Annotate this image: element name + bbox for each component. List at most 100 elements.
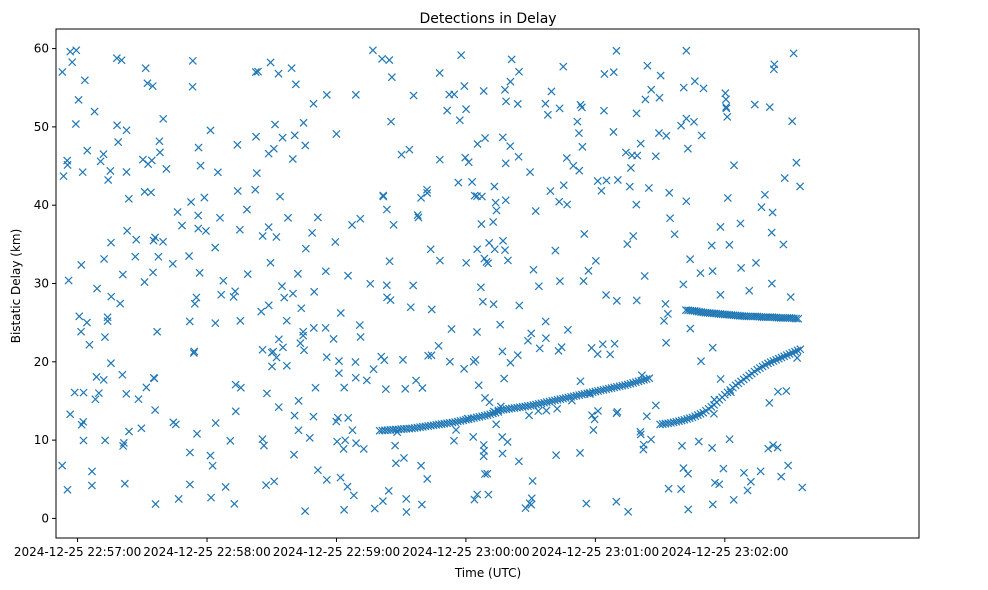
scatter-point xyxy=(507,55,516,64)
scatter-point xyxy=(301,507,310,516)
scatter-point xyxy=(226,436,235,445)
scatter-point xyxy=(575,166,584,175)
scatter-point xyxy=(391,459,400,468)
scatter-point xyxy=(476,283,485,292)
scatter-point xyxy=(679,280,688,289)
y-tick-label: 40 xyxy=(34,198,49,212)
scatter-point xyxy=(479,86,488,96)
scatter-point xyxy=(80,76,89,85)
scatter-point xyxy=(534,406,543,416)
scatter-point xyxy=(639,440,648,449)
scatter-point xyxy=(423,188,432,198)
scatter-point xyxy=(185,317,194,326)
scatter-point xyxy=(103,313,112,322)
x-tick-label: 2024-12-25 23:00:00 xyxy=(402,545,529,559)
x-tick-label: 2024-12-25 23:01:00 xyxy=(532,545,659,559)
scatter-point xyxy=(435,68,444,78)
scatter-point xyxy=(590,415,599,424)
scatter-point xyxy=(282,316,291,325)
scatter-point xyxy=(132,235,141,244)
scatter-point xyxy=(87,481,96,490)
scatter-point xyxy=(484,490,493,499)
scatter-point xyxy=(406,303,415,312)
scatter-point xyxy=(535,344,544,353)
scatter-point xyxy=(272,232,281,241)
scatter-point xyxy=(609,127,618,136)
scatter-point xyxy=(251,68,260,77)
scatter-point xyxy=(490,182,499,191)
scatter-point xyxy=(602,176,611,185)
scatter-point xyxy=(274,403,283,412)
scatter-point xyxy=(267,362,277,371)
scatter-point xyxy=(278,343,287,352)
scatter-point xyxy=(122,167,131,176)
scatter-point xyxy=(514,67,524,76)
scatter-point xyxy=(578,142,587,151)
scatter-point xyxy=(90,107,99,116)
scatter-point xyxy=(745,286,754,295)
scatter-point xyxy=(113,121,122,130)
track-point xyxy=(680,415,689,424)
scatter-point xyxy=(470,191,479,200)
scatter-point xyxy=(192,429,202,438)
y-tick-label: 10 xyxy=(34,433,49,447)
scatter-point xyxy=(764,444,773,453)
x-tick-label: 2024-12-25 22:57:00 xyxy=(14,545,141,559)
scatter-point xyxy=(217,290,226,299)
scatter-point xyxy=(343,271,353,280)
scatter-point xyxy=(716,374,725,384)
x-tick-label: 2024-12-25 23:02:00 xyxy=(661,545,788,559)
scatter-point xyxy=(341,436,350,445)
y-tick-label: 30 xyxy=(34,277,49,291)
scatter-point xyxy=(472,327,482,337)
track-point xyxy=(693,411,702,420)
scatter-point xyxy=(651,401,660,410)
scatter-point xyxy=(746,477,755,486)
scatter-point xyxy=(280,293,289,302)
scatter-point xyxy=(103,317,112,326)
scatter-point xyxy=(301,244,310,253)
scatter-point xyxy=(472,192,482,201)
scatter-point xyxy=(243,270,252,279)
scatter-point xyxy=(689,117,698,126)
scatter-point xyxy=(559,62,568,71)
scatter-point xyxy=(299,327,308,336)
scatter-point xyxy=(739,468,748,477)
scatter-point xyxy=(359,444,368,453)
scatter-point xyxy=(99,375,108,384)
scatter-point xyxy=(96,157,105,166)
scatter-point xyxy=(385,56,394,65)
scatter-point xyxy=(370,504,379,513)
scatter-point xyxy=(613,175,622,184)
scatter-point xyxy=(116,299,125,308)
scatter-point xyxy=(723,112,732,121)
scatter-point xyxy=(457,51,466,60)
scatter-point xyxy=(185,480,194,489)
scatter-point xyxy=(391,441,400,450)
scatter-point xyxy=(70,388,79,397)
scatter-point xyxy=(211,319,220,328)
scatter-point xyxy=(124,194,133,203)
scatter-point xyxy=(710,478,719,487)
scatter-point xyxy=(122,389,131,398)
scatter-point xyxy=(266,58,275,67)
scatter-point xyxy=(382,281,391,290)
scatter-point xyxy=(322,90,331,99)
scatter-point xyxy=(682,197,691,206)
scatter-point xyxy=(496,320,505,329)
scatter-point xyxy=(555,197,564,206)
track-point xyxy=(794,314,803,323)
scatter-point xyxy=(190,299,199,308)
scatter-point xyxy=(770,60,779,69)
scatter-point xyxy=(612,296,621,305)
scatter-point xyxy=(258,435,267,444)
scatter-point xyxy=(514,152,523,161)
scatter-point xyxy=(743,486,752,495)
scatter-point xyxy=(264,223,273,232)
scatter-point xyxy=(500,374,509,383)
scatter-point xyxy=(531,207,540,216)
scatter-point xyxy=(708,500,717,509)
scatter-point xyxy=(767,228,776,237)
track-point xyxy=(769,357,778,366)
